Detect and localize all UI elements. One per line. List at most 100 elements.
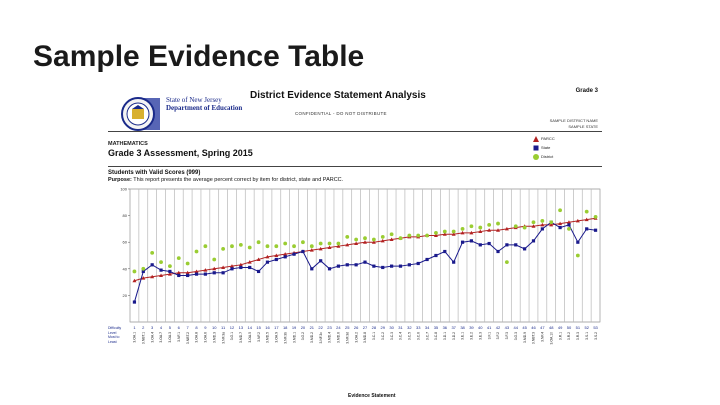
point-district <box>176 256 181 261</box>
point-state <box>203 272 207 276</box>
evidence-label: 3.C.2 <box>381 332 385 340</box>
evidence-label: 3.OA.6 <box>204 332 208 343</box>
x-tick-label: 17 <box>274 325 279 330</box>
point-parcc <box>274 253 279 257</box>
point-parcc <box>265 254 270 259</box>
evidence-label: 3.OA.9 <box>275 332 279 343</box>
point-state <box>212 271 216 275</box>
x-tick-label: 31 <box>398 325 403 330</box>
point-state <box>256 269 261 274</box>
x-tick-label: 23 <box>327 325 332 330</box>
point-district <box>478 225 483 230</box>
evidence-label: 3.S.2 <box>594 332 598 340</box>
point-parcc <box>354 241 359 246</box>
x-tick-label: 47 <box>540 325 545 330</box>
point-district <box>194 249 199 254</box>
evidence-label: 3.D.2 <box>452 332 456 340</box>
point-state <box>469 239 474 243</box>
plot-area <box>129 188 601 323</box>
x-tick-label: 8 <box>195 325 198 330</box>
point-state <box>336 264 340 268</box>
point-state <box>319 259 323 263</box>
point-state <box>132 300 137 304</box>
point-parcc <box>558 221 563 226</box>
evidence-label: 3.NF.3a <box>221 332 225 344</box>
point-parcc <box>371 240 376 244</box>
y-tick-label: 60 <box>123 240 128 245</box>
y-tick-label: 40 <box>123 266 128 271</box>
point-district <box>309 244 314 249</box>
district-name: SAMPLE DISTRICT NAME <box>549 118 598 123</box>
x-tick-label: 37 <box>451 325 456 330</box>
x-tick-label: 48 <box>549 325 554 330</box>
point-state <box>141 269 145 274</box>
point-parcc <box>433 233 438 238</box>
point-district <box>451 229 456 234</box>
point-parcc <box>221 265 226 269</box>
evidence-label: 3.MD.6 <box>337 332 341 343</box>
point-district <box>398 236 403 241</box>
evidence-label: 3.MD.2 <box>310 332 314 343</box>
x-tick-label: 18 <box>283 325 288 330</box>
point-district <box>425 233 429 238</box>
evidence-label: 3.C.5 <box>408 332 412 340</box>
point-parcc <box>469 230 474 235</box>
x-tick-label: 28 <box>372 325 377 330</box>
point-district <box>575 253 580 258</box>
point-district <box>469 224 474 229</box>
x-tick-label: 36 <box>443 325 448 330</box>
x-tick-label: 53 <box>593 325 598 330</box>
x-tick-label: 15 <box>256 325 261 330</box>
point-district <box>230 244 234 249</box>
evidence-label: 3.MD.8 <box>363 332 367 343</box>
point-district <box>247 245 252 250</box>
x-tick-label: 26 <box>354 325 359 330</box>
evidence-label: 3.G.2 <box>301 332 305 340</box>
point-district <box>389 232 394 237</box>
point-district <box>168 264 172 269</box>
x-tick-label: 11 <box>221 325 226 330</box>
point-state <box>221 271 225 275</box>
evidence-label: 3.MD.7 <box>239 332 243 343</box>
point-state <box>327 267 332 271</box>
x-axis-title: Evidence Statement <box>348 393 396 399</box>
point-district <box>141 266 146 271</box>
point-parcc <box>451 232 456 236</box>
x-tick-label: 19 <box>292 325 297 330</box>
evidence-label: 3.C.7 <box>425 332 429 340</box>
x-tick-label: 4 <box>160 325 163 330</box>
point-district <box>416 233 421 238</box>
point-parcc <box>336 244 341 248</box>
point-state <box>310 267 314 271</box>
evidence-label: 3.OA.10 <box>549 332 553 345</box>
evidence-label: 3.G.3 <box>514 332 518 340</box>
point-state <box>354 263 358 267</box>
point-parcc <box>283 252 288 256</box>
evidence-label: 3.MD.9 <box>523 332 527 343</box>
circle-icon <box>533 154 539 160</box>
x-tick-label: 16 <box>265 325 270 330</box>
point-parcc <box>203 268 208 272</box>
point-district <box>301 240 305 245</box>
report-title: District Evidence Statement Analysis <box>250 90 426 101</box>
point-parcc <box>256 257 261 261</box>
y-tick-label: 80 <box>123 213 128 218</box>
x-tick-label: 40 <box>478 325 483 330</box>
point-parcc <box>327 245 332 250</box>
point-state <box>248 265 252 270</box>
point-state <box>398 264 403 268</box>
purpose-text: Purpose: This report presents the averag… <box>108 177 344 183</box>
evidence-label: 3.MD.5 <box>266 332 270 343</box>
x-tick-label: 39 <box>469 325 474 330</box>
x-tick-label: 51 <box>576 325 581 330</box>
evidence-label: 3.MD.3 <box>212 332 216 343</box>
point-state <box>576 240 580 244</box>
point-state <box>514 243 518 247</box>
evidence-label: 3.NF.4 <box>541 332 545 342</box>
point-parcc <box>442 232 447 236</box>
point-state <box>443 249 447 254</box>
x-tick-label: 21 <box>310 325 315 330</box>
point-parcc <box>540 222 545 227</box>
point-state <box>460 240 465 244</box>
point-district <box>283 241 288 246</box>
